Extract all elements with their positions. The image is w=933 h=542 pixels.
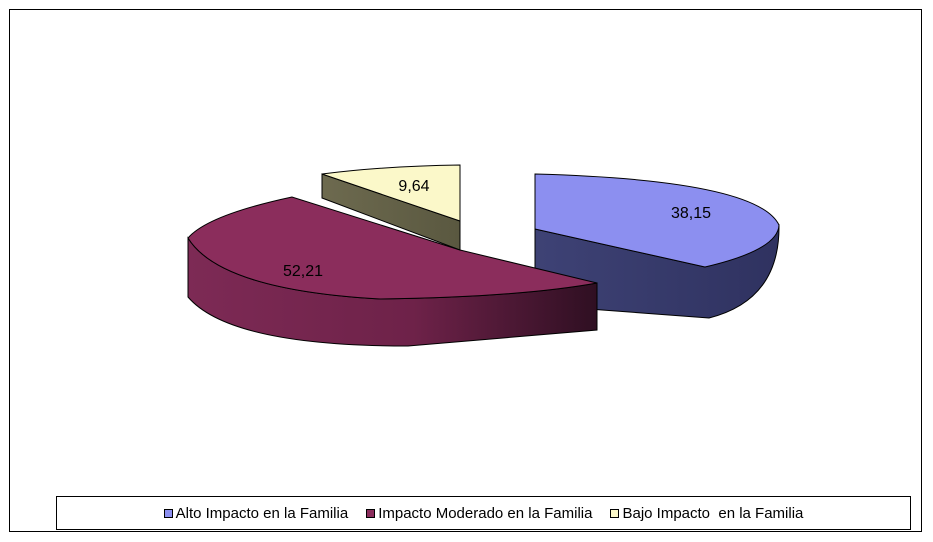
legend-item-moderado: Impacto Moderado en la Familia (366, 505, 592, 522)
slice-bajo-top (321, 164, 461, 222)
legend-label-alto: Alto Impacto en la Familia (175, 504, 349, 522)
legend-swatch-bajo (610, 508, 620, 518)
legend-label-bajo: Bajo Impacto en la Familia (622, 504, 804, 522)
data-label-bajo: 9,64 (398, 178, 429, 195)
legend-item-bajo: Bajo Impacto en la Familia (610, 505, 803, 522)
data-label-alto: 38,15 (671, 205, 711, 222)
slice-moderado-top (187, 196, 598, 300)
legend-label-moderado: Impacto Moderado en la Familia (378, 504, 593, 522)
legend: Alto Impacto en la Familia Impacto Moder… (56, 496, 911, 530)
data-label-moderado: 52,21 (283, 263, 323, 280)
legend-swatch-moderado (366, 508, 376, 518)
legend-item-alto: Alto Impacto en la Familia (163, 504, 349, 522)
slice-alto-top (534, 173, 780, 268)
legend-swatch-alto (163, 508, 173, 518)
